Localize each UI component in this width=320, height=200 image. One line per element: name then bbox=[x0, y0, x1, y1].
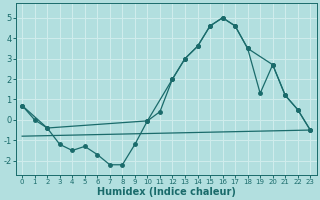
X-axis label: Humidex (Indice chaleur): Humidex (Indice chaleur) bbox=[97, 187, 236, 197]
